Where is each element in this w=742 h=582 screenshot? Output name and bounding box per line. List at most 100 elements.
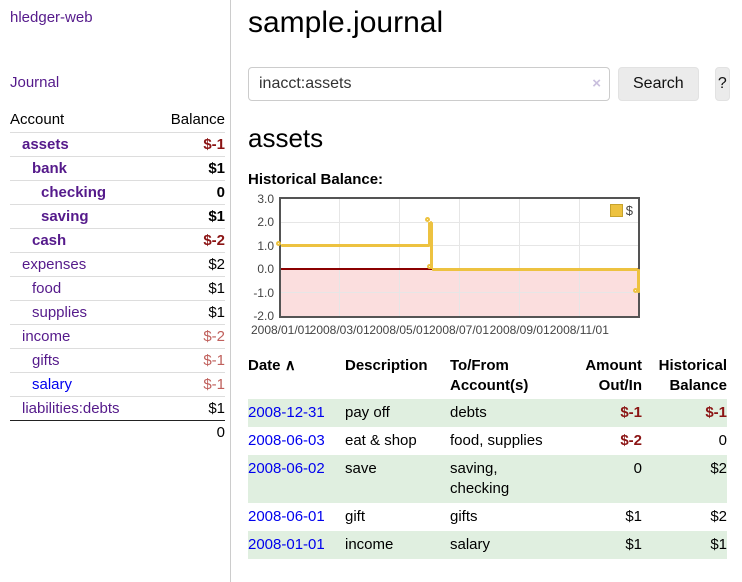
transaction-date-link[interactable]: 2008-06-03 [248, 432, 325, 449]
chart-marker [424, 217, 430, 223]
y-tick-label: 3.0 [257, 192, 274, 206]
account-link-cash[interactable]: cash [32, 231, 67, 249]
chart-vgrid [519, 199, 521, 316]
register-row: 2008-06-01 gift gifts $1 $2 [248, 503, 727, 531]
chart-marker [426, 264, 432, 270]
chart-vgrid [578, 199, 580, 316]
transaction-description: income [345, 536, 394, 553]
x-tick-label: 2008/09/01 [489, 323, 550, 337]
search-button[interactable]: Search [618, 67, 699, 101]
register-header-description: Description [345, 357, 428, 374]
accounts-total-value: 0 [153, 419, 225, 444]
chart-vgrid [339, 199, 341, 316]
register-row: 2008-12-31 pay off debts $-1 $-1 [248, 399, 727, 427]
transaction-amount: $-1 [620, 404, 642, 421]
account-row: assets $-1 [10, 132, 225, 157]
chart-seg [281, 244, 430, 248]
register-row: 2008-01-01 income salary $1 $1 [248, 531, 727, 559]
account-balance: $2 [153, 252, 225, 277]
account-balance: $-2 [153, 324, 225, 349]
account-row: income $-2 [10, 324, 225, 349]
y-tick-label: 2.0 [257, 215, 274, 230]
transaction-accounts: debts [450, 404, 487, 421]
transaction-date-link[interactable]: 2008-01-01 [248, 536, 325, 553]
account-row: supplies $1 [10, 300, 225, 325]
account-row: salary $-1 [10, 372, 225, 397]
account-balance: 0 [153, 180, 225, 205]
transaction-description: save [345, 460, 377, 477]
account-link-income[interactable]: income [22, 327, 71, 345]
transaction-balance: $2 [710, 508, 727, 525]
y-tick-label: -1.0 [253, 285, 274, 300]
page-title: sample.journal [248, 6, 444, 39]
accounts-table: Account Balance assets $-1 bank $1 checkin… [10, 108, 225, 444]
transaction-date-link[interactable]: 2008-06-02 [248, 460, 325, 477]
account-link-food[interactable]: food [32, 279, 62, 297]
account-row: checking 0 [10, 180, 225, 205]
transaction-accounts: salary [450, 536, 491, 553]
account-balance: $1 [153, 204, 225, 229]
search-form: × Search ? [248, 67, 730, 101]
transaction-date-link[interactable]: 2008-06-01 [248, 508, 325, 525]
transaction-balance: 0 [718, 432, 727, 449]
transaction-description: gift [345, 508, 366, 525]
y-tick-label: -2.0 [253, 309, 274, 323]
balance-chart: 3.0 2.0 1.0 0.0 -1.0 -2.0 $ 2008/01/01 2008/03… [248, 193, 668, 339]
account-balance: $-1 [153, 132, 225, 157]
sidebar-item-journal[interactable]: Journal [10, 74, 60, 91]
transaction-accounts: gifts [450, 508, 478, 525]
account-row: cash $-2 [10, 228, 225, 253]
transaction-description: eat & shop [345, 432, 417, 449]
transaction-balance: $2 [710, 460, 727, 477]
account-row: gifts $-1 [10, 348, 225, 373]
transaction-amount: $1 [625, 536, 642, 553]
chart-marker [276, 240, 281, 246]
transaction-description: pay off [345, 404, 390, 421]
transaction-accounts: saving, checking [450, 460, 510, 497]
legend-label: $ [625, 203, 633, 218]
search-input[interactable] [248, 67, 610, 101]
chart-hgrid [281, 221, 638, 223]
account-balance: $1 [208, 399, 225, 417]
transaction-date-link[interactable]: 2008-12-31 [248, 404, 325, 421]
chart-hgrid [281, 292, 638, 294]
account-link-checking[interactable]: checking [41, 183, 107, 201]
account-heading: assets [248, 123, 324, 153]
account-link-bank[interactable]: bank [32, 159, 68, 177]
chart-section-label: Historical Balance: [248, 171, 384, 188]
legend-swatch-icon [609, 204, 623, 217]
transaction-accounts: food, supplies [450, 432, 543, 449]
chart-marker [633, 287, 638, 293]
account-link-salary[interactable]: salary [32, 375, 73, 393]
app-brand-link[interactable]: hledger-web [10, 9, 93, 26]
account-balance: $1 [153, 156, 225, 181]
x-tick-label: 2008/01/01 [250, 323, 312, 337]
chart-vgrid [458, 199, 460, 316]
accounts-total-row: 0 [10, 419, 225, 444]
accounts-header-balance: Balance [153, 108, 225, 133]
help-button[interactable]: ? [714, 67, 730, 101]
x-tick-label: 2008/07/01 [428, 323, 490, 337]
account-balance: $1 [153, 300, 225, 325]
account-link-saving[interactable]: saving [41, 207, 89, 225]
account-link-gifts[interactable]: gifts [32, 351, 60, 369]
register-header-accounts: To/From Account(s) [450, 357, 529, 394]
register-row: 2008-06-03 eat & shop food, supplies $-2… [248, 427, 727, 455]
chart-seg [428, 222, 432, 246]
chart-y-axis-labels: 3.0 2.0 1.0 0.0 -1.0 -2.0 [248, 193, 274, 322]
account-link-assets[interactable]: assets [22, 135, 69, 153]
account-link-liabilities-debts[interactable]: liabilities:debts [22, 399, 120, 417]
account-link-supplies[interactable]: supplies [32, 303, 88, 321]
chart-legend: $ [609, 203, 633, 218]
register-header-date[interactable]: Date ∧ [248, 357, 296, 374]
account-balance: $1 [153, 276, 225, 301]
clear-search-icon[interactable]: × [592, 75, 601, 92]
account-link-expenses[interactable]: expenses [22, 255, 87, 273]
account-balance: $-1 [153, 348, 225, 373]
account-row: saving $1 [10, 204, 225, 229]
chart-plot-area[interactable]: $ [276, 197, 640, 318]
x-tick-label: 2008/05/01 [369, 323, 430, 337]
sidebar: hledger-web Journal Account Balance asse… [0, 0, 231, 582]
y-tick-label: 1.0 [257, 238, 274, 253]
transaction-amount: $-2 [620, 432, 642, 449]
